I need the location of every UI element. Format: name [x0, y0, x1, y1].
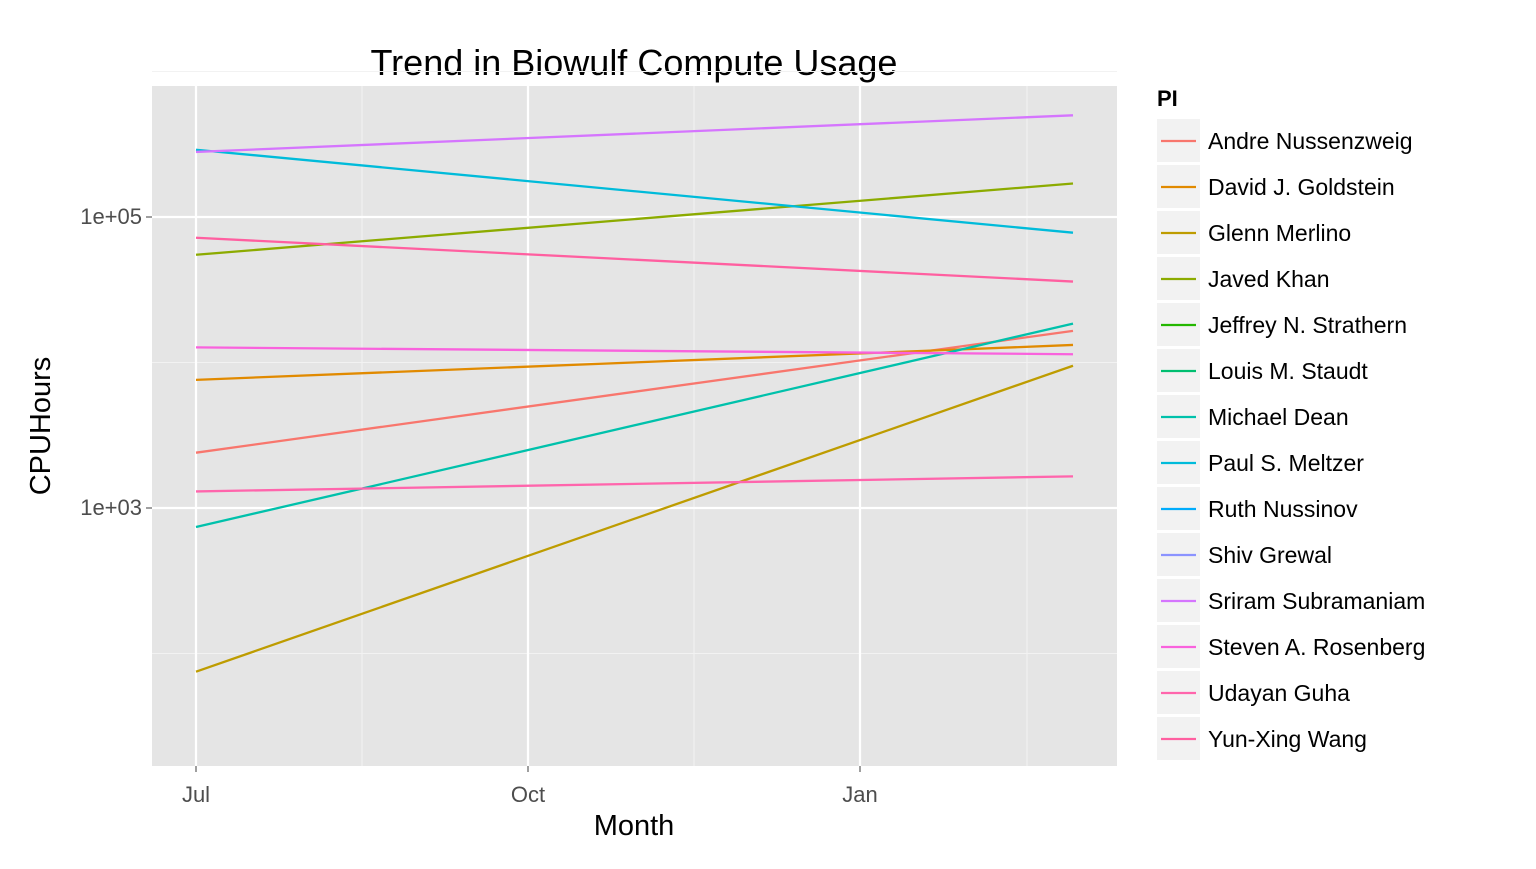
series-line	[195, 148, 1074, 234]
legend-label: Yun-Xing Wang	[1208, 726, 1367, 752]
legend: Andre Nussenzweig David J. Goldstein Glenn…	[1157, 119, 1425, 760]
legend-label: Javed Khan	[1208, 266, 1329, 292]
x-tick-label: Oct	[511, 782, 545, 807]
x-tick-label: Jul	[182, 782, 210, 807]
x-axis-label: Month	[594, 810, 675, 842]
series-line	[195, 346, 1074, 356]
legend-label: Steven A. Rosenberg	[1208, 634, 1425, 660]
legend-label: Ruth Nussinov	[1208, 496, 1358, 522]
legend-label: Andre Nussenzweig	[1208, 128, 1413, 154]
legend-label: Paul S. Meltzer	[1208, 450, 1364, 476]
series-lines	[195, 114, 1074, 673]
y-tick-label: 1e+05	[80, 204, 142, 229]
series-line	[195, 236, 1074, 283]
legend-label: Jeffrey N. Strathern	[1208, 312, 1407, 338]
series-line	[195, 182, 1074, 256]
chart-title: Trend in Biowulf Compute Usage	[371, 42, 898, 83]
series-line	[195, 475, 1074, 493]
legend-label: Michael Dean	[1208, 404, 1349, 430]
legend-label: Shiv Grewal	[1208, 542, 1332, 568]
series-line	[195, 343, 1074, 381]
x-tick-label: Jan	[842, 782, 877, 807]
legend-title: PI	[1157, 86, 1178, 111]
legend-label: Sriram Subramaniam	[1208, 588, 1425, 614]
legend-label: David J. Goldstein	[1208, 174, 1395, 200]
legend-label: Glenn Merlino	[1208, 220, 1351, 246]
y-tick-label: 1e+03	[80, 495, 142, 520]
series-line	[195, 364, 1074, 673]
y-axis-label: CPUHours	[25, 357, 57, 496]
series-line	[195, 114, 1074, 154]
legend-label: Udayan Guha	[1208, 680, 1350, 706]
series-line	[195, 322, 1074, 529]
axis-ticks: Jul Oct Jan 1e+03 1e+05	[80, 204, 878, 807]
legend-label: Louis M. Staudt	[1208, 358, 1368, 384]
grid-major	[152, 86, 1117, 766]
